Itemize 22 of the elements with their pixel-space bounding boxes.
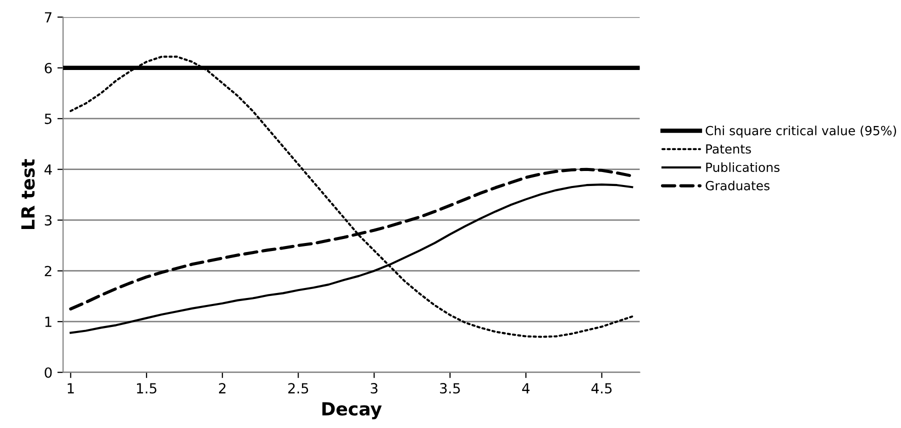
y-tick-label: 3 bbox=[44, 215, 52, 226]
y-tick-label: 5 bbox=[44, 114, 52, 124]
y-tick-label: 4 bbox=[44, 164, 52, 175]
x-tick-label: 2 bbox=[219, 383, 226, 394]
x-tick-label: 3 bbox=[370, 383, 378, 394]
x-axis-title: Decay bbox=[322, 402, 382, 420]
y-tick-label: 6 bbox=[44, 62, 52, 74]
legend-label: Publications bbox=[706, 162, 780, 172]
x-tick-label: 1 bbox=[68, 383, 74, 394]
y-axis-title: LR test bbox=[21, 159, 35, 230]
legend-label: Patents bbox=[706, 144, 751, 154]
y-tick-label: 2 bbox=[44, 266, 52, 276]
x-tick-label: 4.5 bbox=[591, 383, 612, 394]
y-tick-label: 7 bbox=[44, 12, 52, 22]
y-tick-label: 1 bbox=[45, 316, 52, 327]
legend-label: Chi square critical value (95%) bbox=[706, 126, 896, 138]
y-tick-label: 0 bbox=[44, 367, 52, 378]
x-tick-label: 4 bbox=[522, 383, 530, 394]
legend-label: Graduates bbox=[706, 180, 770, 190]
x-tick-label: 2.5 bbox=[288, 383, 308, 394]
x-tick-label: 3.5 bbox=[440, 383, 460, 394]
x-tick-label: 1.5 bbox=[137, 383, 156, 394]
